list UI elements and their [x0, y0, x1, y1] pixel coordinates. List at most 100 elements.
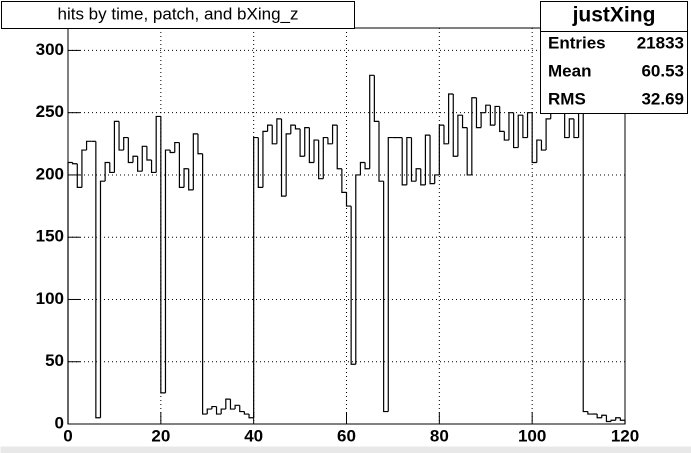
histogram-bin	[118, 121, 124, 151]
histogram-bin	[141, 145, 147, 172]
histogram-bin	[415, 168, 421, 182]
histogram-bin	[202, 153, 208, 415]
histogram-bin	[188, 168, 194, 191]
y-tick-label: 100	[36, 289, 64, 308]
histogram-bin	[512, 112, 519, 149]
histogram-bin	[485, 104, 491, 113]
histogram-bin	[327, 137, 333, 145]
histogram-bin	[183, 168, 189, 188]
histogram-bin	[531, 112, 537, 164]
histogram-bin	[322, 136, 328, 179]
y-tick-label: 0	[55, 413, 64, 432]
histogram-bin	[257, 137, 263, 188]
histogram-bin	[341, 168, 347, 193]
histogram-bin	[192, 133, 198, 190]
histogram-bin	[290, 124, 296, 134]
histogram-bin	[127, 137, 133, 164]
histogram-bin	[401, 137, 407, 186]
histogram-bin	[113, 120, 120, 173]
stats-value: 60.53	[641, 61, 684, 80]
histogram-bin	[443, 125, 449, 145]
histogram-bin	[239, 405, 245, 413]
histogram-bin	[294, 125, 301, 130]
histogram-bin	[471, 97, 477, 175]
histogram-bin	[378, 121, 384, 182]
histogram-bin	[438, 124, 444, 175]
histogram-bin	[313, 139, 319, 163]
histogram-bin	[174, 141, 180, 153]
stats-label: RMS	[548, 89, 586, 108]
histogram-bin	[429, 135, 435, 185]
x-tick-label: 20	[151, 426, 170, 445]
histogram-bin	[318, 140, 324, 180]
histogram-bin	[434, 174, 440, 184]
histogram-bin	[99, 180, 106, 418]
histogram-bin	[605, 415, 612, 423]
histogram-bin	[308, 127, 315, 164]
histogram-bin	[466, 127, 472, 176]
histogram-bin	[568, 118, 574, 138]
stats-label: Mean	[548, 61, 591, 80]
histogram-bin	[67, 161, 73, 424]
histogram-bin	[601, 414, 607, 418]
histogram-bin	[248, 414, 254, 419]
histogram-bin	[178, 142, 185, 188]
histogram-bin	[410, 137, 417, 182]
histogram-bin	[197, 133, 203, 155]
histogram-bin	[280, 118, 287, 197]
histogram-bin	[424, 134, 431, 185]
histogram-bin	[369, 74, 375, 169]
histogram-bin	[359, 161, 366, 175]
histogram-bin	[132, 155, 138, 163]
histogram-bin	[480, 112, 486, 128]
histogram-bin	[164, 149, 171, 393]
histogram-bin	[215, 406, 222, 415]
stats-frame	[540, 1, 688, 114]
histogram-bin	[206, 408, 212, 415]
histogram-bin	[350, 206, 356, 365]
histogram-bin	[420, 168, 426, 186]
histogram-bin	[387, 136, 393, 412]
histogram-bin	[596, 414, 602, 419]
histogram-bin	[229, 399, 236, 410]
histogram-bin	[104, 161, 110, 182]
histogram-bin	[345, 192, 352, 207]
histogram-bin	[331, 124, 338, 144]
histogram-bin	[109, 162, 115, 174]
histogram-bin	[243, 411, 250, 415]
histogram-bin	[299, 128, 305, 157]
histogram-bin	[76, 163, 82, 188]
histogram-bin	[276, 118, 282, 144]
histogram-bin	[355, 174, 361, 365]
histogram-bin	[211, 405, 217, 410]
histogram-bin	[146, 146, 152, 161]
histogram-bin	[364, 162, 370, 170]
stats-value: 32.69	[641, 89, 684, 108]
histogram-bin	[461, 115, 468, 129]
histogram-bin	[336, 125, 342, 170]
histogram-bin	[619, 417, 626, 424]
histogram-bin	[160, 116, 166, 394]
histogram-bin	[155, 115, 161, 173]
histogram-bin	[448, 93, 454, 144]
chart-title: hits by time, patch, and bXing_z	[58, 4, 299, 23]
histogram-bin	[137, 156, 143, 172]
histogram-bin	[266, 124, 273, 132]
histogram-bin	[271, 125, 277, 145]
x-tick-label: 120	[611, 426, 639, 445]
x-tick-label: 80	[430, 426, 449, 445]
y-tick-label: 300	[36, 40, 64, 59]
histogram-bin	[85, 140, 92, 151]
histogram-bin	[508, 112, 514, 141]
histogram-bin	[220, 408, 226, 415]
histogram-bin	[536, 139, 542, 163]
histogram-bin	[123, 136, 129, 151]
histogram-bin	[150, 160, 157, 174]
x-tick-label: 40	[244, 426, 263, 445]
histogram-bin	[457, 114, 463, 157]
bottom-strip	[0, 446, 691, 453]
histogram-bin	[545, 118, 551, 151]
histogram-bin	[383, 181, 389, 413]
histogram-bin	[95, 141, 101, 419]
stats-label: Entries	[548, 33, 606, 52]
